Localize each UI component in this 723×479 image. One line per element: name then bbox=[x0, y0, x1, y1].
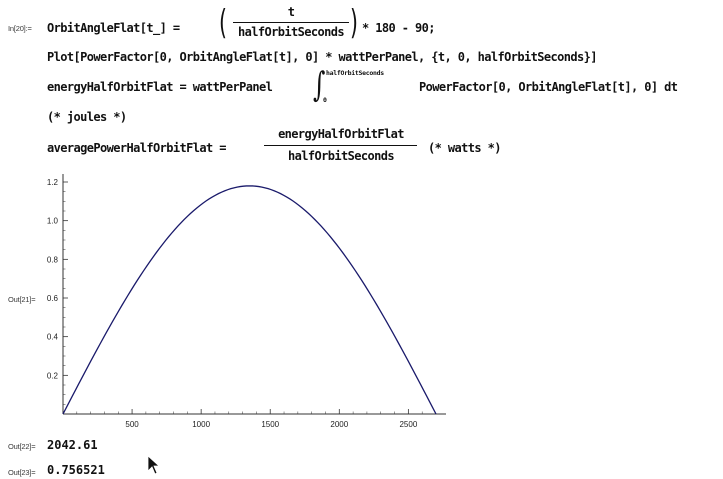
input-label: In[20]:= bbox=[8, 24, 32, 33]
y-tick-label: 0.4 bbox=[47, 333, 59, 342]
y-tick-label: 0.8 bbox=[47, 255, 59, 264]
line1-denominator: halfOrbitSeconds bbox=[238, 25, 345, 39]
y-tick-label: 0.6 bbox=[47, 294, 59, 303]
output-23-value: 0.756521 bbox=[47, 463, 105, 477]
x-tick-label: 1000 bbox=[192, 420, 210, 429]
power-curve-line bbox=[62, 185, 437, 415]
line5-prefix[interactable]: averagePowerHalfOrbitFlat = bbox=[47, 141, 226, 155]
right-paren-icon: ) bbox=[350, 3, 358, 43]
y-tick-label: 0.2 bbox=[47, 371, 59, 380]
line5-suffix: (* watts *) bbox=[428, 141, 501, 155]
line4-comment: (* joules *) bbox=[47, 110, 127, 124]
integral-upper-limit: halfOrbitSeconds bbox=[326, 69, 384, 77]
mouse-cursor-icon bbox=[147, 455, 161, 475]
line2-plot-command[interactable]: Plot[PowerFactor[0, OrbitAngleFlat[t], 0… bbox=[47, 50, 597, 64]
x-tick-label: 1500 bbox=[261, 420, 279, 429]
line1-fraction-bar bbox=[233, 22, 349, 24]
line5-numerator: energyHalfOrbitFlat bbox=[278, 127, 404, 141]
left-paren-icon: ( bbox=[219, 3, 227, 43]
integral-lower-limit: 0 bbox=[323, 96, 327, 104]
output-21-label: Out[21]= bbox=[8, 295, 36, 304]
line5-fraction-bar bbox=[264, 145, 417, 147]
line3-prefix[interactable]: energyHalfOrbitFlat = wattPerPanel bbox=[47, 80, 273, 94]
x-tick-label: 500 bbox=[125, 420, 139, 429]
y-tick-label: 1.0 bbox=[47, 217, 59, 226]
x-tick-label: 2500 bbox=[399, 420, 417, 429]
line1-suffix: * 180 - 90; bbox=[362, 21, 435, 35]
line1-prefix[interactable]: OrbitAngleFlat[t_] = bbox=[47, 21, 180, 35]
integral-icon: ∫ bbox=[313, 65, 326, 105]
line5-denominator: halfOrbitSeconds bbox=[288, 149, 395, 163]
output-22-value: 2042.61 bbox=[47, 438, 98, 452]
y-tick-label: 1.2 bbox=[47, 178, 59, 187]
x-tick-label: 2000 bbox=[330, 420, 348, 429]
line3-suffix: PowerFactor[0, OrbitAngleFlat[t], 0] dt bbox=[419, 80, 678, 94]
line1-numerator: t bbox=[287, 5, 295, 19]
output-23-label: Out[23]= bbox=[8, 468, 36, 477]
output-22-label: Out[22]= bbox=[8, 442, 36, 451]
